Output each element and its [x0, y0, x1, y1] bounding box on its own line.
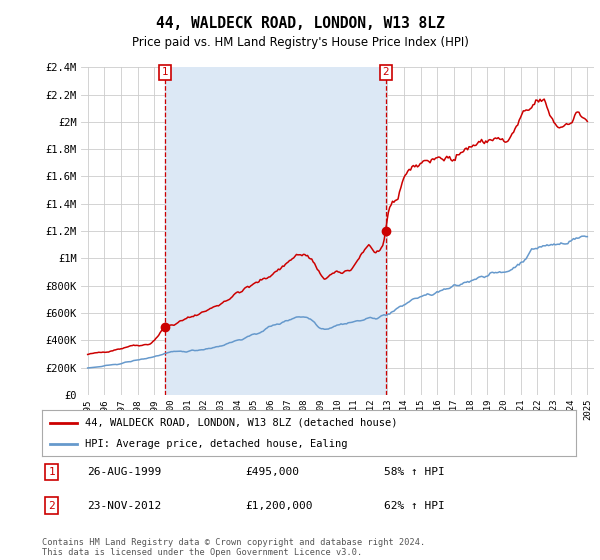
Text: 44, WALDECK ROAD, LONDON, W13 8LZ: 44, WALDECK ROAD, LONDON, W13 8LZ — [155, 16, 445, 31]
Text: 62% ↑ HPI: 62% ↑ HPI — [384, 501, 445, 511]
Text: 1: 1 — [49, 467, 55, 477]
Text: 58% ↑ HPI: 58% ↑ HPI — [384, 467, 445, 477]
Bar — [165, 67, 386, 395]
Text: 2: 2 — [382, 67, 389, 77]
Text: £1,200,000: £1,200,000 — [245, 501, 313, 511]
Text: HPI: Average price, detached house, Ealing: HPI: Average price, detached house, Eali… — [85, 439, 347, 449]
Text: 44, WALDECK ROAD, LONDON, W13 8LZ (detached house): 44, WALDECK ROAD, LONDON, W13 8LZ (detac… — [85, 418, 397, 428]
Text: 2: 2 — [49, 501, 55, 511]
Text: £495,000: £495,000 — [245, 467, 299, 477]
Text: 1: 1 — [162, 67, 169, 77]
Text: Price paid vs. HM Land Registry's House Price Index (HPI): Price paid vs. HM Land Registry's House … — [131, 36, 469, 49]
Text: 26-AUG-1999: 26-AUG-1999 — [88, 467, 161, 477]
Text: 23-NOV-2012: 23-NOV-2012 — [88, 501, 161, 511]
Text: Contains HM Land Registry data © Crown copyright and database right 2024.
This d: Contains HM Land Registry data © Crown c… — [42, 538, 425, 557]
